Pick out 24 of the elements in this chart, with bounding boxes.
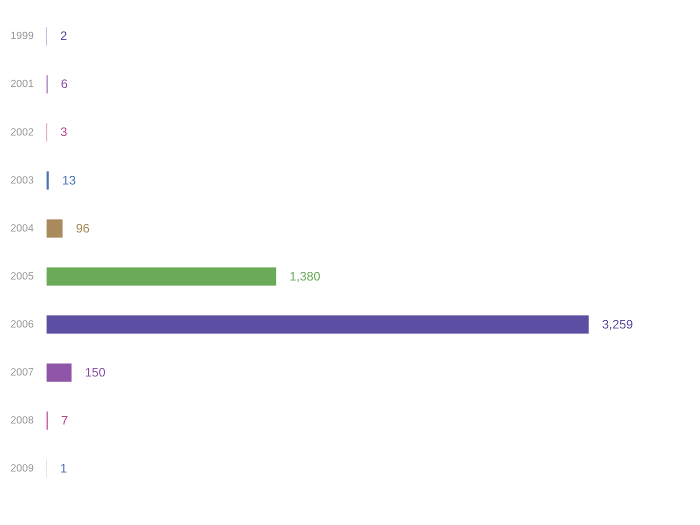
data-label: 6 bbox=[60, 77, 68, 92]
data-label: 3,259 bbox=[602, 317, 634, 332]
y-tick-label: 2002 bbox=[10, 127, 34, 138]
y-tick-label: 2001 bbox=[10, 79, 34, 90]
y-tick-label: 1999 bbox=[10, 31, 34, 42]
y-tick-label: 2003 bbox=[10, 175, 34, 186]
bar bbox=[46, 363, 72, 382]
y-tick-label: 2008 bbox=[10, 415, 34, 426]
y-tick-label: 2005 bbox=[10, 271, 34, 282]
data-label: 1 bbox=[60, 461, 68, 476]
data-label: 96 bbox=[76, 221, 90, 236]
y-tick-label: 2007 bbox=[10, 367, 34, 378]
y-tick-label: 2006 bbox=[10, 319, 34, 330]
data-label: 2 bbox=[60, 29, 68, 44]
data-label: 7 bbox=[61, 413, 68, 428]
y-tick-label: 2004 bbox=[10, 223, 34, 234]
bar bbox=[46, 315, 589, 334]
bar bbox=[46, 267, 276, 286]
y-tick-label: 2009 bbox=[10, 463, 34, 474]
data-label: 3 bbox=[60, 125, 68, 140]
data-label: 1,380 bbox=[289, 269, 321, 284]
data-label: 150 bbox=[84, 365, 106, 380]
data-label: 13 bbox=[62, 173, 76, 188]
bar bbox=[46, 219, 63, 238]
